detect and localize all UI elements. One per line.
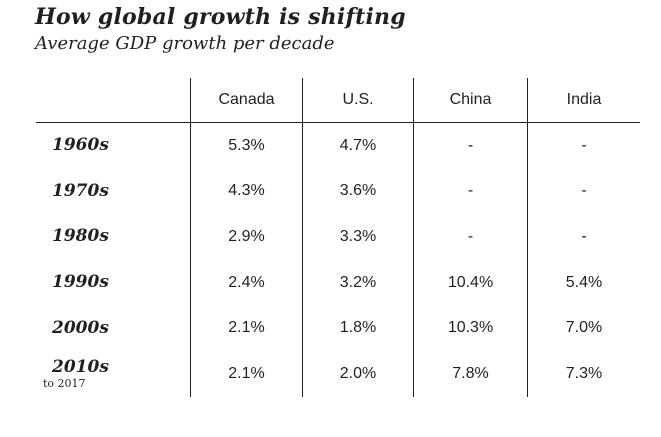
col-header-china: China: [413, 78, 527, 123]
value-cell: 1.8%: [302, 305, 413, 352]
value-cell: -: [413, 214, 527, 260]
row-label-text: 1970s: [52, 180, 109, 201]
value-cell: 2.1%: [190, 351, 302, 397]
row-sublabel-text: to 2017: [43, 377, 86, 391]
row-label-2000s: 2000s: [36, 306, 190, 352]
value-cell: 5.4%: [527, 259, 640, 306]
value-cell: -: [413, 123, 527, 169]
row-label-1990s: 1990s: [36, 260, 190, 306]
figure-subtitle: Average GDP growth per decade: [35, 33, 335, 54]
row-label-2010s: 2010s to 2017: [36, 351, 190, 397]
row-label-text: 1960s: [52, 135, 109, 156]
value-cell: 4.3%: [190, 168, 302, 215]
col-header-canada: Canada: [190, 78, 302, 123]
col-header-india: India: [527, 78, 640, 123]
value-cell: -: [527, 214, 640, 260]
row-label-1980s: 1980s: [36, 214, 190, 260]
value-cell: 7.8%: [413, 351, 527, 397]
gdp-table: Canada U.S. China India 1960s 5.3% 4.7% …: [36, 78, 640, 397]
row-label-text: 2000s: [52, 317, 109, 338]
value-cell: 3.6%: [302, 168, 413, 215]
row-label-text: 1990s: [52, 272, 109, 293]
value-cell: 7.0%: [527, 305, 640, 352]
value-cell: -: [527, 123, 640, 169]
row-label-text: 1980s: [52, 226, 109, 247]
value-cell: 3.2%: [302, 259, 413, 306]
figure-title: How global growth is shifting: [35, 4, 406, 30]
value-cell: 2.0%: [302, 351, 413, 397]
value-cell: 2.9%: [190, 214, 302, 260]
corner-cell: [36, 78, 190, 123]
value-cell: -: [413, 168, 527, 215]
value-cell: 3.3%: [302, 214, 413, 260]
value-cell: 7.3%: [527, 351, 640, 397]
row-label-1970s: 1970s: [36, 169, 190, 215]
value-cell: 2.1%: [190, 305, 302, 352]
value-cell: 2.4%: [190, 259, 302, 306]
value-cell: 10.4%: [413, 259, 527, 306]
col-header-us: U.S.: [302, 78, 413, 123]
value-cell: -: [527, 168, 640, 215]
row-label-1960s: 1960s: [36, 123, 190, 169]
value-cell: 10.3%: [413, 305, 527, 352]
row-label-text: 2010s: [52, 356, 109, 377]
value-cell: 5.3%: [190, 123, 302, 169]
value-cell: 4.7%: [302, 123, 413, 169]
